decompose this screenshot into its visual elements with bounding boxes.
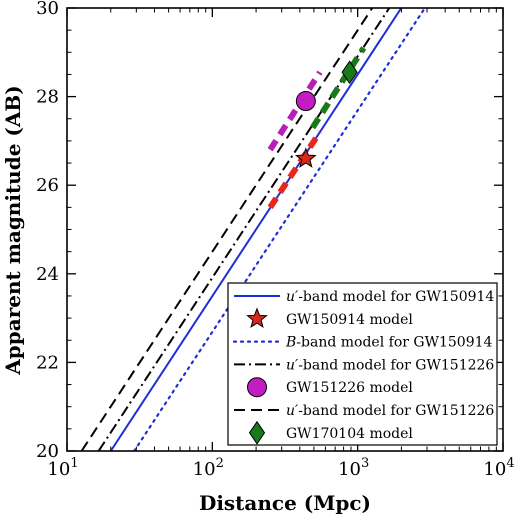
y-tick-label-4: 28 bbox=[36, 87, 59, 108]
range-line-0 bbox=[267, 130, 323, 210]
x-tick-label-2: 103 bbox=[338, 456, 369, 480]
range-line-1 bbox=[267, 70, 323, 152]
x-tick-label-3: 104 bbox=[483, 456, 514, 480]
legend-label-em: u′ bbox=[286, 289, 299, 305]
legend-label-post: -band model for GW151226 bbox=[298, 403, 494, 419]
legend-label-5: u′-band model for GW151226 bbox=[286, 403, 494, 419]
circle-marker-4 bbox=[295, 91, 316, 112]
x-tick-base: 10 bbox=[483, 459, 506, 480]
y-tick-label-1: 22 bbox=[36, 352, 59, 373]
series-line-0 bbox=[109, 8, 403, 451]
x-tick-exponent: 3 bbox=[361, 456, 369, 471]
x-axis: 101 102 103 104 bbox=[47, 8, 515, 480]
legend-circle-4 bbox=[247, 377, 267, 398]
legend-label-post: -band model for GW150914 bbox=[296, 335, 492, 351]
y-tick-label-2: 24 bbox=[36, 264, 59, 285]
x-tick-base: 10 bbox=[338, 459, 361, 480]
legend-label-2: B-band model for GW150914 bbox=[285, 335, 493, 351]
legend-star-1 bbox=[246, 307, 268, 329]
legend-label-0: u′-band model for GW150914 bbox=[286, 289, 494, 305]
series-line-3 bbox=[97, 8, 391, 451]
legend-label-em: u′ bbox=[286, 403, 299, 419]
y-tick-label-5: 30 bbox=[36, 0, 59, 19]
legend-label-post: -band model for GW151226 bbox=[298, 357, 494, 373]
legend-label-em: u′ bbox=[286, 357, 299, 373]
plot-series-group bbox=[80, 8, 426, 451]
legend-label-1: GW150914 model bbox=[286, 312, 413, 328]
legend-label-post: GW151226 model bbox=[286, 380, 413, 396]
star-marker-1 bbox=[295, 147, 317, 168]
x-tick-base: 10 bbox=[47, 459, 70, 480]
legend-label-4: GW151226 model bbox=[286, 380, 413, 396]
x-tick-base: 10 bbox=[193, 459, 216, 480]
x-tick-label-0: 101 bbox=[47, 456, 78, 480]
series-line-2 bbox=[133, 8, 426, 451]
legend-diamond-6 bbox=[248, 420, 266, 445]
legend-label-post: GW150914 model bbox=[286, 312, 413, 328]
y-tick-label-0: 20 bbox=[36, 441, 59, 462]
diamond-marker-6 bbox=[341, 60, 358, 85]
series-line-5 bbox=[80, 8, 374, 451]
legend-label-post: GW170104 model bbox=[286, 426, 413, 442]
x-tick-label-1: 102 bbox=[193, 456, 224, 480]
x-tick-exponent: 2 bbox=[216, 456, 224, 471]
x-tick-exponent: 4 bbox=[506, 456, 514, 471]
legend-label-3: u′-band model for GW151226 bbox=[286, 357, 494, 373]
y-axis-title: Apparent magnitude (AB) bbox=[1, 85, 25, 376]
legend-box bbox=[227, 282, 498, 446]
legend-label-em: B bbox=[285, 335, 296, 351]
range-line-2 bbox=[310, 46, 367, 130]
x-axis-title: Distance (Mpc) bbox=[199, 491, 371, 515]
y-axis: 20 22 24 26 28 30 bbox=[36, 0, 503, 462]
plot-area bbox=[80, 8, 426, 451]
x-tick-exponent: 1 bbox=[70, 456, 78, 471]
y-tick-label-3: 26 bbox=[36, 175, 59, 196]
legend-label-6: GW170104 model bbox=[286, 426, 413, 442]
legend-label-post: -band model for GW150914 bbox=[298, 289, 494, 305]
